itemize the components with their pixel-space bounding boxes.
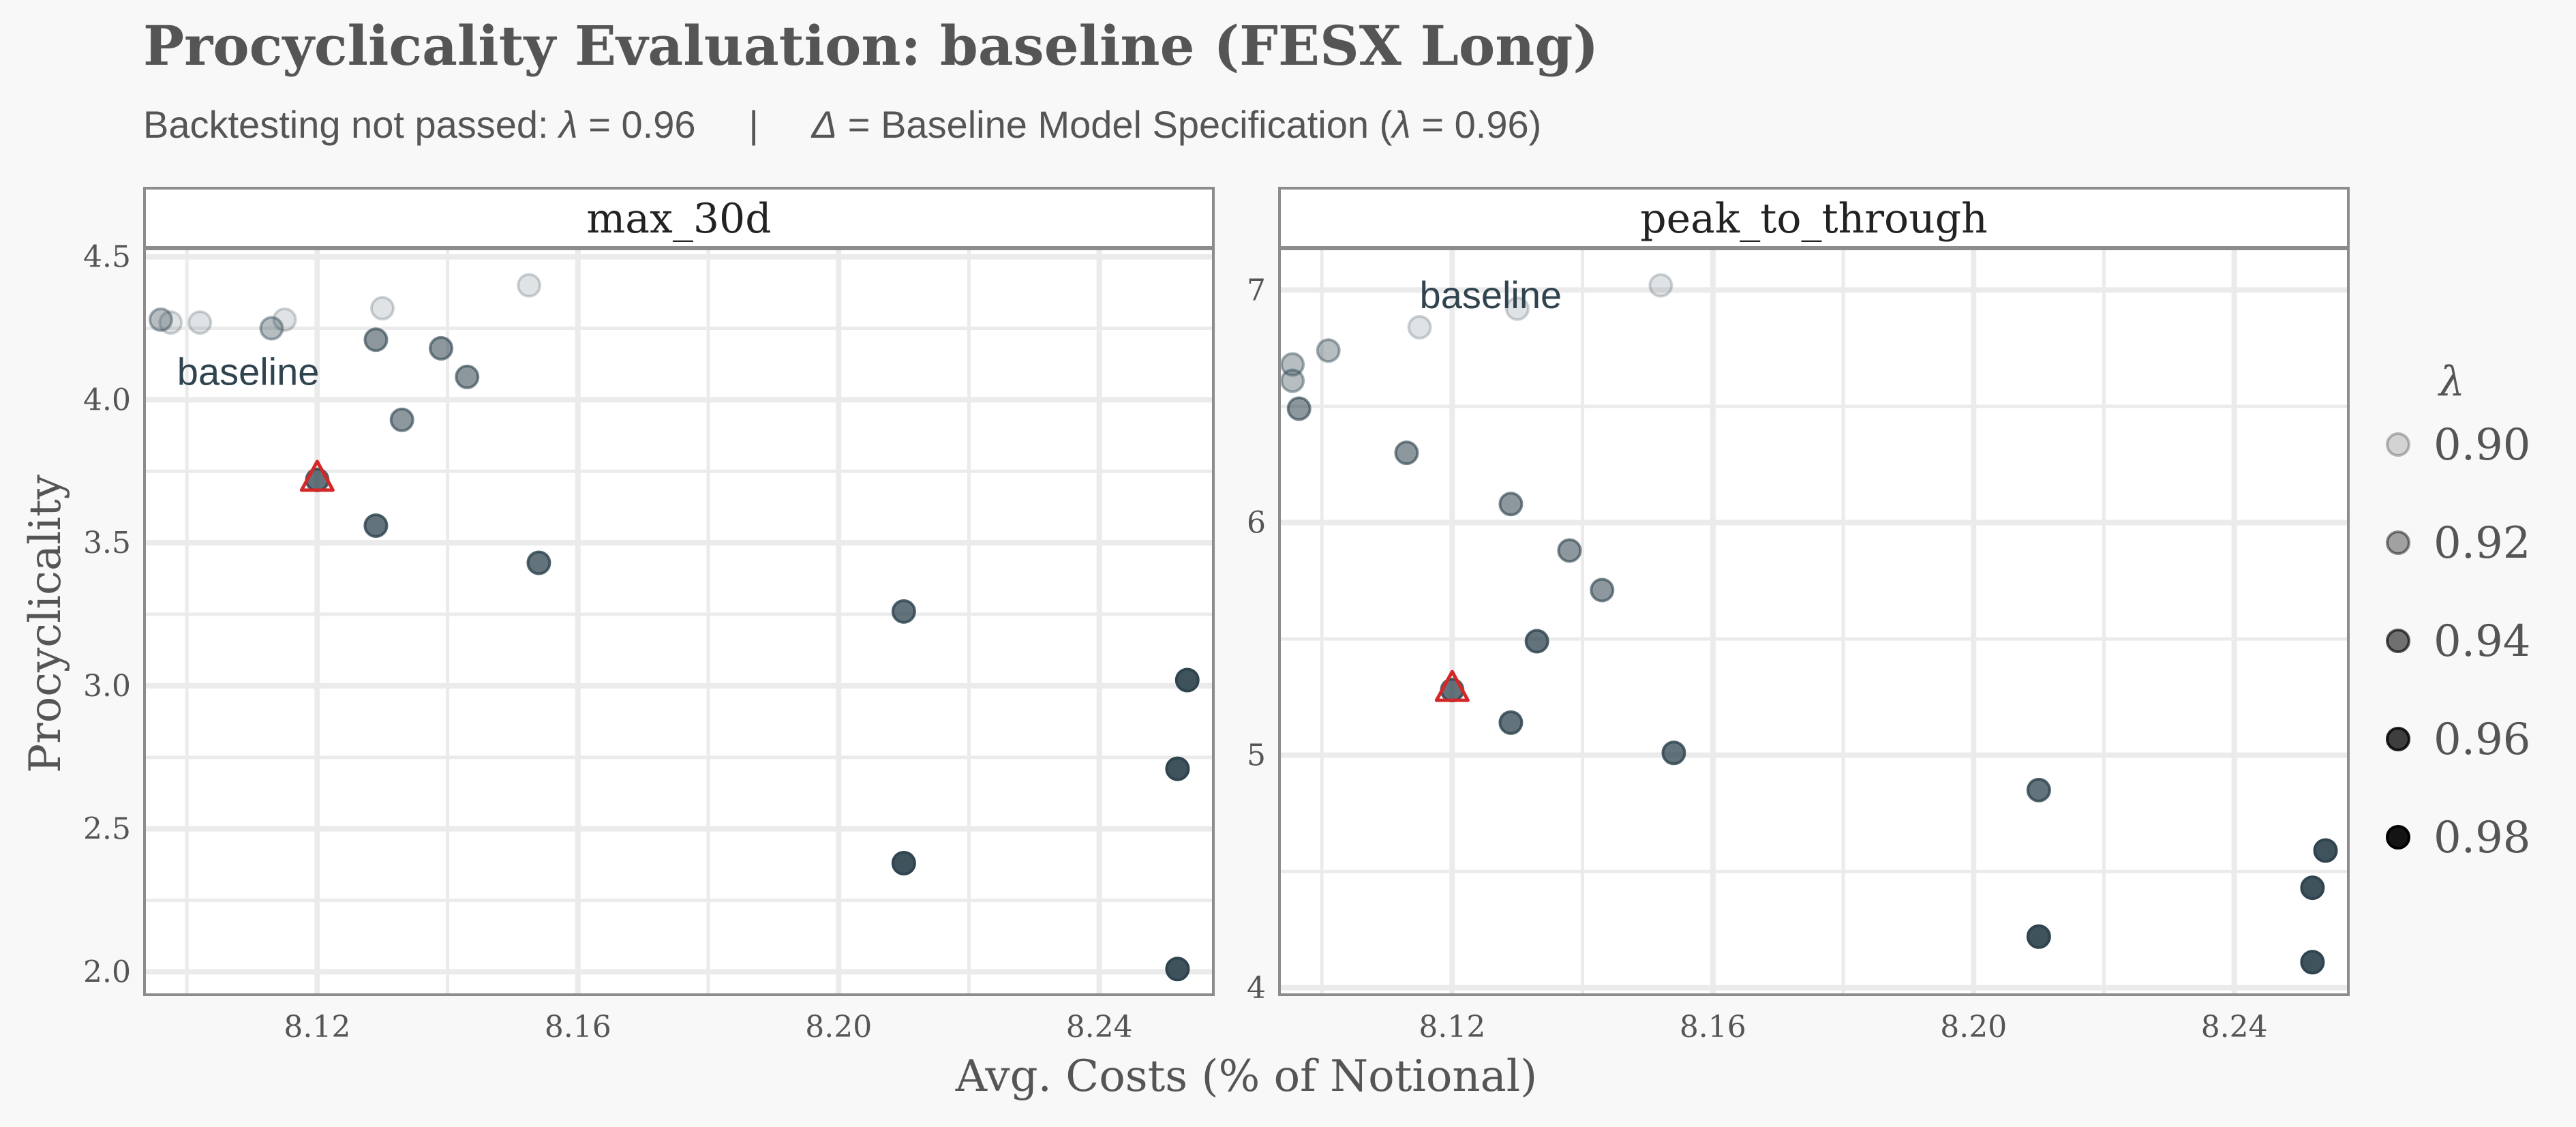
legend-label: 0.94 bbox=[2434, 616, 2531, 667]
x-axis-title: Avg. Costs (% of Notional) bbox=[955, 1051, 1537, 1102]
data-point bbox=[2300, 875, 2325, 901]
data-point bbox=[1648, 273, 1673, 298]
data-point bbox=[1498, 710, 1524, 735]
chart-subtitle: Backtesting not passed: λ = 0.96 | Δ = B… bbox=[143, 102, 1541, 147]
facet-strip bbox=[1278, 187, 2350, 250]
data-point bbox=[1165, 756, 1190, 781]
data-point bbox=[1394, 440, 1419, 466]
data-point bbox=[1590, 577, 1615, 603]
data-point bbox=[526, 550, 551, 575]
facet-label: max_30d bbox=[586, 195, 771, 243]
subtitle-baseline-text: = Baseline Model Specification ( bbox=[837, 103, 1393, 146]
data-point bbox=[1498, 492, 1524, 517]
data-point bbox=[363, 327, 389, 352]
data-point bbox=[891, 851, 916, 876]
data-point bbox=[148, 307, 173, 332]
data-point bbox=[369, 296, 395, 321]
baseline-highlight-triangle bbox=[299, 460, 335, 492]
data-point bbox=[1524, 629, 1549, 654]
y-tick-label: 5 bbox=[1247, 738, 1266, 773]
y-tick-label: 4.0 bbox=[83, 382, 131, 417]
baseline-annotation: baseline bbox=[1420, 273, 1562, 316]
data-point bbox=[429, 335, 454, 361]
data-point bbox=[158, 310, 183, 335]
y-tick-label: 4.5 bbox=[83, 240, 131, 275]
data-point bbox=[363, 513, 389, 538]
baseline-highlight-triangle bbox=[1434, 670, 1470, 702]
panel-background bbox=[145, 248, 1213, 995]
data-point bbox=[1280, 368, 1305, 393]
legend-key bbox=[2386, 629, 2410, 653]
data-point bbox=[259, 316, 284, 341]
x-tick-label: 8.12 bbox=[1419, 1010, 1485, 1045]
legend-label: 0.92 bbox=[2434, 518, 2531, 569]
data-point bbox=[1165, 957, 1190, 982]
chart-title: Procyclicality Evaluation: baseline (FES… bbox=[143, 14, 1599, 78]
legend-label: 0.90 bbox=[2434, 420, 2531, 470]
data-point bbox=[272, 307, 297, 332]
y-tick-label: 3.0 bbox=[83, 669, 131, 704]
data-point bbox=[2300, 950, 2325, 975]
y-tick-label: 7 bbox=[1247, 273, 1266, 307]
subtitle-baseline-lambda-symbol: λ bbox=[1392, 103, 1411, 146]
subtitle-backtest-text: Backtesting not passed: bbox=[143, 103, 560, 146]
legend-key bbox=[2386, 825, 2410, 850]
y-tick-label: 4 bbox=[1247, 971, 1266, 1006]
data-point bbox=[187, 310, 213, 335]
y-tick-label: 2.5 bbox=[83, 812, 131, 847]
data-point bbox=[891, 599, 916, 624]
y-axis-title: Procyclicality bbox=[20, 475, 71, 773]
data-point bbox=[389, 407, 414, 432]
x-tick-label: 8.24 bbox=[2201, 1010, 2268, 1045]
legend-label: 0.96 bbox=[2434, 715, 2531, 765]
subtitle-separator: | bbox=[748, 103, 759, 146]
x-tick-label: 8.20 bbox=[1940, 1010, 2007, 1045]
data-point bbox=[517, 273, 542, 298]
subtitle-lambda-symbol: λ bbox=[559, 103, 578, 146]
legend-key bbox=[2386, 432, 2410, 457]
panel-background bbox=[1279, 248, 2348, 995]
x-tick-label: 8.24 bbox=[1066, 1010, 1133, 1045]
data-point bbox=[1557, 538, 1582, 563]
data-point bbox=[1407, 314, 1432, 340]
facet-strip bbox=[143, 187, 1215, 250]
data-point bbox=[1316, 338, 1341, 363]
legend-key bbox=[2386, 530, 2410, 555]
y-tick-label: 2.0 bbox=[83, 955, 131, 989]
facet-label: peak_to_through bbox=[1640, 195, 1988, 243]
data-point bbox=[1286, 396, 1312, 421]
subtitle-delta-symbol: Δ bbox=[811, 103, 838, 146]
data-point bbox=[1175, 667, 1200, 693]
x-tick-label: 8.12 bbox=[284, 1010, 350, 1045]
x-tick-label: 8.16 bbox=[1680, 1010, 1746, 1045]
data-point bbox=[1661, 740, 1686, 766]
baseline-annotation: baseline bbox=[177, 350, 320, 393]
y-tick-label: 3.5 bbox=[83, 526, 131, 560]
subtitle-backtest-value: = 0.96 bbox=[577, 103, 696, 146]
x-tick-label: 8.20 bbox=[805, 1010, 872, 1045]
x-tick-label: 8.16 bbox=[545, 1010, 611, 1045]
data-point bbox=[2026, 777, 2051, 802]
data-point bbox=[455, 364, 480, 389]
legend-label: 0.98 bbox=[2434, 813, 2531, 863]
subtitle-baseline-value: = 0.96) bbox=[1410, 103, 1542, 146]
legend-title: λ bbox=[2438, 358, 2465, 406]
y-tick-label: 6 bbox=[1247, 506, 1266, 541]
data-point bbox=[1280, 352, 1305, 377]
data-point bbox=[2026, 924, 2051, 949]
data-point bbox=[1504, 296, 1530, 321]
data-point bbox=[2313, 838, 2338, 863]
legend-key bbox=[2386, 727, 2410, 751]
